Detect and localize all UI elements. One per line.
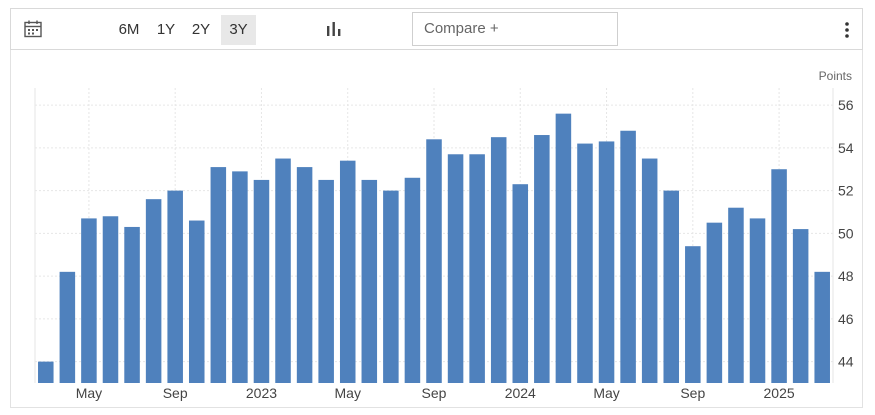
bar[interactable] — [296, 167, 313, 383]
bar[interactable] — [469, 154, 485, 383]
x-tick-label: Sep — [680, 385, 705, 401]
bar-chart-icon[interactable] — [325, 20, 343, 38]
bar[interactable] — [275, 158, 291, 383]
chart-toolbar: 6M 1Y 2Y 3Y Compare + — [10, 8, 863, 50]
bar[interactable] — [167, 190, 183, 383]
bar[interactable] — [706, 222, 723, 383]
y-tick-label: 44 — [838, 354, 854, 370]
bar[interactable] — [814, 271, 830, 383]
bar[interactable] — [598, 141, 615, 383]
y-tick-label: 56 — [838, 97, 854, 113]
bar[interactable] — [210, 167, 227, 383]
bar[interactable] — [685, 246, 701, 383]
bar[interactable] — [577, 143, 593, 383]
compare-input[interactable]: Compare + — [412, 12, 618, 46]
bar[interactable] — [792, 229, 809, 383]
range-1y-button[interactable]: 1Y — [156, 21, 176, 38]
calendar-icon[interactable] — [23, 19, 43, 39]
y-tick-label: 54 — [838, 140, 854, 156]
bar[interactable] — [339, 160, 356, 383]
bar[interactable] — [426, 139, 442, 383]
x-tick-label: 2025 — [764, 385, 795, 401]
bar[interactable] — [641, 158, 658, 383]
bar[interactable] — [555, 113, 572, 384]
x-tick-label: 2024 — [505, 385, 536, 401]
bar[interactable] — [232, 171, 248, 383]
y-tick-label: 52 — [838, 183, 854, 199]
bar[interactable] — [771, 169, 787, 383]
bar[interactable] — [512, 184, 529, 383]
y-tick-label: 50 — [838, 225, 854, 241]
bar[interactable] — [124, 226, 140, 383]
x-tick-label: May — [76, 385, 102, 401]
bar[interactable] — [490, 137, 507, 383]
bar[interactable] — [361, 179, 378, 383]
y-tick-label: 46 — [838, 311, 854, 327]
bar[interactable] — [383, 190, 399, 383]
bar[interactable] — [81, 218, 97, 383]
bars — [38, 113, 830, 384]
x-tick-label: May — [335, 385, 361, 401]
bar[interactable] — [318, 179, 334, 383]
y-axis-ticks: 44 46 48 50 52 54 56 — [838, 97, 854, 370]
bar[interactable] — [102, 216, 119, 383]
bar[interactable] — [145, 199, 162, 383]
range-2y-button[interactable]: 2Y — [191, 21, 211, 38]
bar[interactable] — [447, 154, 464, 383]
x-tick-label: 2023 — [246, 385, 277, 401]
vertical-dots-icon[interactable] — [844, 21, 850, 39]
bar[interactable] — [38, 361, 54, 383]
bar[interactable] — [188, 220, 205, 383]
range-6m-button[interactable]: 6M — [118, 21, 140, 38]
x-axis-ticks: May Sep 2023 May Sep 2024 May Sep 2025 — [76, 385, 795, 401]
y-tick-label: 48 — [838, 268, 854, 284]
bar[interactable] — [663, 190, 680, 383]
bar[interactable] — [749, 218, 766, 383]
range-3y-button[interactable]: 3Y — [221, 15, 256, 45]
x-tick-label: Sep — [163, 385, 188, 401]
bar[interactable] — [59, 271, 76, 383]
y-axis-label: Points — [819, 69, 852, 83]
x-tick-label: Sep — [422, 385, 447, 401]
bar[interactable] — [534, 135, 550, 383]
bar[interactable] — [620, 130, 636, 383]
x-tick-label: May — [593, 385, 619, 401]
bar[interactable] — [253, 179, 270, 383]
bar[interactable] — [404, 177, 421, 383]
bar[interactable] — [728, 207, 744, 383]
